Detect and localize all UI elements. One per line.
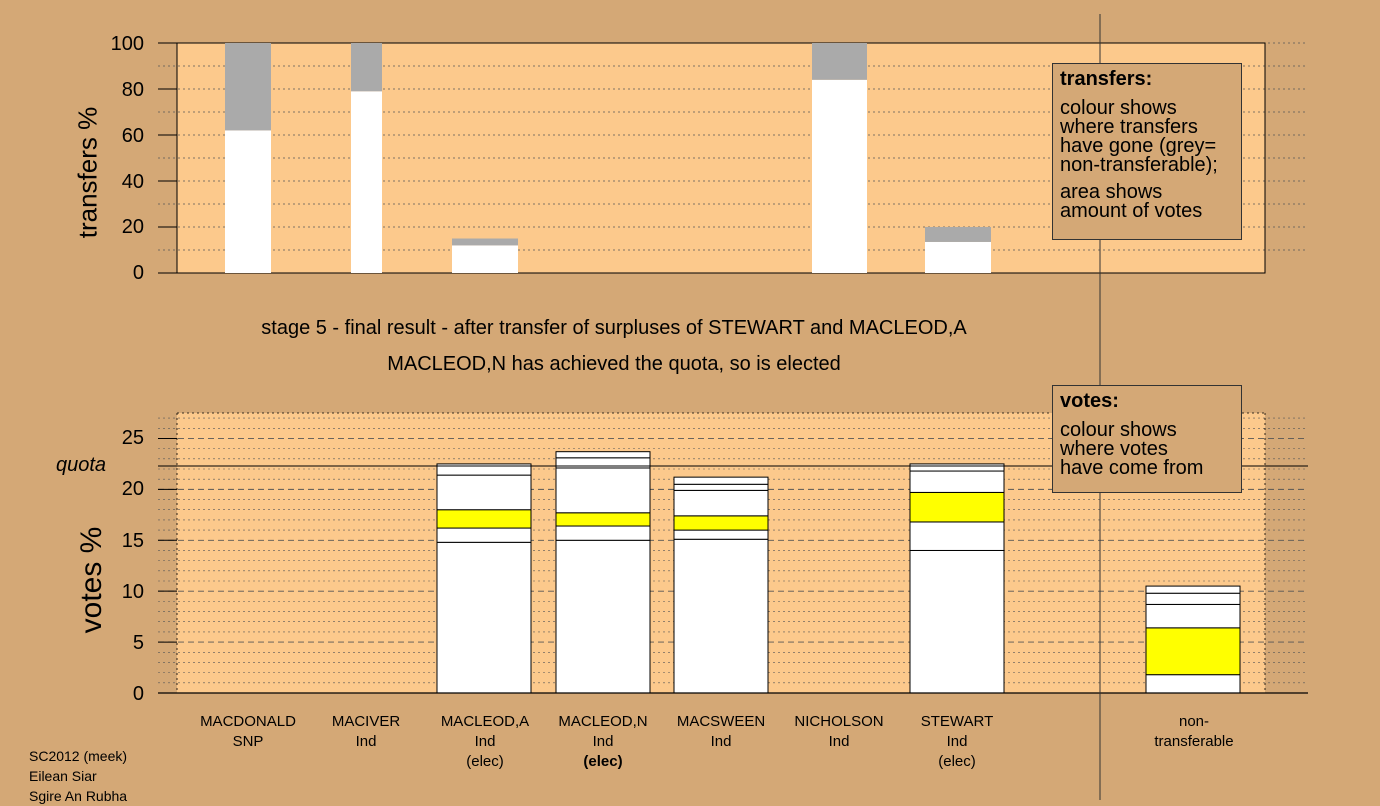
transfers-legend-line: have gone (grey= <box>1060 135 1217 157</box>
candidate-label-macsween: MACSWEEN Ind <box>661 712 781 752</box>
vote-bar-segment <box>436 527 532 543</box>
candidate-name: MACSWEEN <box>676 713 766 730</box>
vote-bar-segment <box>909 470 1005 493</box>
votes-legend-line: where votes <box>1060 438 1168 460</box>
transfer-bar-segment <box>812 79 867 273</box>
candidate-name: MACDONALD <box>200 713 296 730</box>
transfers-legend-line: non-transferable); <box>1060 154 1218 176</box>
votes-legend-title: votes: <box>1060 390 1119 412</box>
candidate-name: MACIVER <box>331 713 401 730</box>
candidate-name: NICHOLSON <box>794 713 884 730</box>
bottom-tick-0: 0 <box>132 683 144 705</box>
candidate-name: non- <box>1178 713 1210 730</box>
transfer-bar-segment <box>925 241 991 273</box>
transfers-legend: transfers: colour shows where transfers … <box>1052 63 1242 240</box>
footer: SC2012 (meek) Eilean Siar Sgire An Rubha <box>29 746 127 806</box>
top-tick-60: 60 <box>121 125 144 147</box>
votes-legend: votes: colour shows where votes have com… <box>1052 385 1242 493</box>
transfers-legend-line: where transfers <box>1060 116 1198 138</box>
footer-line: Eilean Siar <box>29 768 97 784</box>
vote-bar-segment <box>673 515 769 531</box>
candidate-label-nicholson: NICHOLSON Ind <box>779 712 899 752</box>
nontransferable-bar-segment <box>925 227 991 242</box>
nontransferable-bar-segment <box>225 43 271 131</box>
nontransferable-bar-segment <box>351 43 382 92</box>
candidate-label-maciver: MACIVER Ind <box>306 712 426 752</box>
vote-bar-segment <box>909 549 1005 694</box>
vote-bar-segment <box>555 467 651 514</box>
candidate-party: transferable <box>1154 733 1234 750</box>
transfers-legend-line: amount of votes <box>1060 200 1203 222</box>
vote-bar-segment <box>436 541 532 694</box>
top-tick-20: 20 <box>121 216 144 238</box>
vote-bar-segment <box>909 521 1005 551</box>
vote-bar-segment <box>1145 674 1241 694</box>
vote-bar-segment <box>673 483 769 491</box>
footer-line: SC2012 (meek) <box>29 748 128 764</box>
bottom-tick-20: 20 <box>121 478 144 500</box>
footer-line: Sgire An Rubha <box>29 788 128 804</box>
vote-bar-segment <box>673 529 769 540</box>
top-tick-100: 100 <box>110 33 144 55</box>
top-tick-0: 0 <box>132 262 144 284</box>
quota-label: quota <box>56 454 107 476</box>
vote-bar-segment <box>909 491 1005 523</box>
nontransferable-bar-segment <box>812 43 867 80</box>
vote-bar-segment <box>555 457 651 469</box>
vote-bar-segment <box>1145 585 1241 594</box>
bottom-tick-10: 10 <box>121 581 144 603</box>
candidate-name: MACLEOD,A <box>440 713 530 730</box>
vote-bar-segment <box>555 525 651 541</box>
vote-bar-segment <box>1145 603 1241 629</box>
candidate-name: MACLEOD,N <box>558 713 648 730</box>
candidate-name: STEWART <box>920 713 994 730</box>
bottom-tick-15: 15 <box>121 530 144 552</box>
top-tick-80: 80 <box>121 79 144 101</box>
elected-caption: MACLEOD,N has achieved the quota, so is … <box>387 353 841 375</box>
candidate-label-macleod-n: MACLEOD,N Ind (elec) <box>543 712 663 772</box>
vote-bar-segment <box>436 463 532 476</box>
candidate-label-macdonald: MACDONALD SNP <box>188 712 308 752</box>
stage-caption: stage 5 - final result - after transfer … <box>261 317 967 339</box>
vote-bar-segment <box>555 539 651 694</box>
vote-bar-segment <box>436 509 532 529</box>
candidate-party: Ind <box>710 733 732 750</box>
vote-bar-segment <box>436 474 532 511</box>
candidate-label-nontransferable: non- transferable <box>1134 712 1254 752</box>
candidate-party: SNP <box>232 733 264 750</box>
candidate-party: Ind <box>355 733 377 750</box>
transfer-bar-segment <box>225 130 271 273</box>
transfers-legend-text-2: area shows amount of votes <box>1060 181 1234 222</box>
votes-legend-line: colour shows <box>1060 419 1177 441</box>
candidate-party: Ind <box>946 733 968 750</box>
top-plot-frame <box>176 42 1266 274</box>
vote-bar-segment <box>673 476 769 485</box>
candidate-label-macleod-a: MACLEOD,A Ind (elec) <box>425 712 545 772</box>
top-tick-40: 40 <box>121 171 144 193</box>
transfers-legend-text-1: colour shows where transfers have gone (… <box>1060 97 1234 176</box>
transfers-legend-line: colour shows <box>1060 97 1177 119</box>
transfers-legend-title: transfers: <box>1060 68 1153 90</box>
votes-legend-line: have come from <box>1060 457 1204 479</box>
vote-bar-segment <box>673 489 769 517</box>
transfer-bar-segment <box>351 91 382 273</box>
vote-bar-segment <box>909 463 1005 472</box>
candidate-label-stewart: STEWART Ind (elec) <box>897 712 1017 772</box>
transfer-bar-segment <box>452 245 518 273</box>
nontransferable-bar-segment <box>452 238 518 246</box>
candidate-party: Ind <box>474 733 496 750</box>
bottom-tick-25: 25 <box>121 427 144 449</box>
vote-bar-segment <box>1145 592 1241 605</box>
candidate-status: (elec) <box>938 753 976 770</box>
vote-bar-segment <box>673 538 769 694</box>
vote-bar-segment <box>555 512 651 527</box>
candidate-party: Ind <box>828 733 850 750</box>
candidate-status: (elec) <box>466 753 504 770</box>
vote-bar-segment <box>555 451 651 459</box>
bottom-tick-5: 5 <box>132 632 144 654</box>
vote-bar-segment <box>1145 627 1241 676</box>
candidate-party: Ind <box>592 733 614 750</box>
candidate-status: (elec) <box>583 753 623 770</box>
transfers-legend-line: area shows <box>1060 181 1163 203</box>
